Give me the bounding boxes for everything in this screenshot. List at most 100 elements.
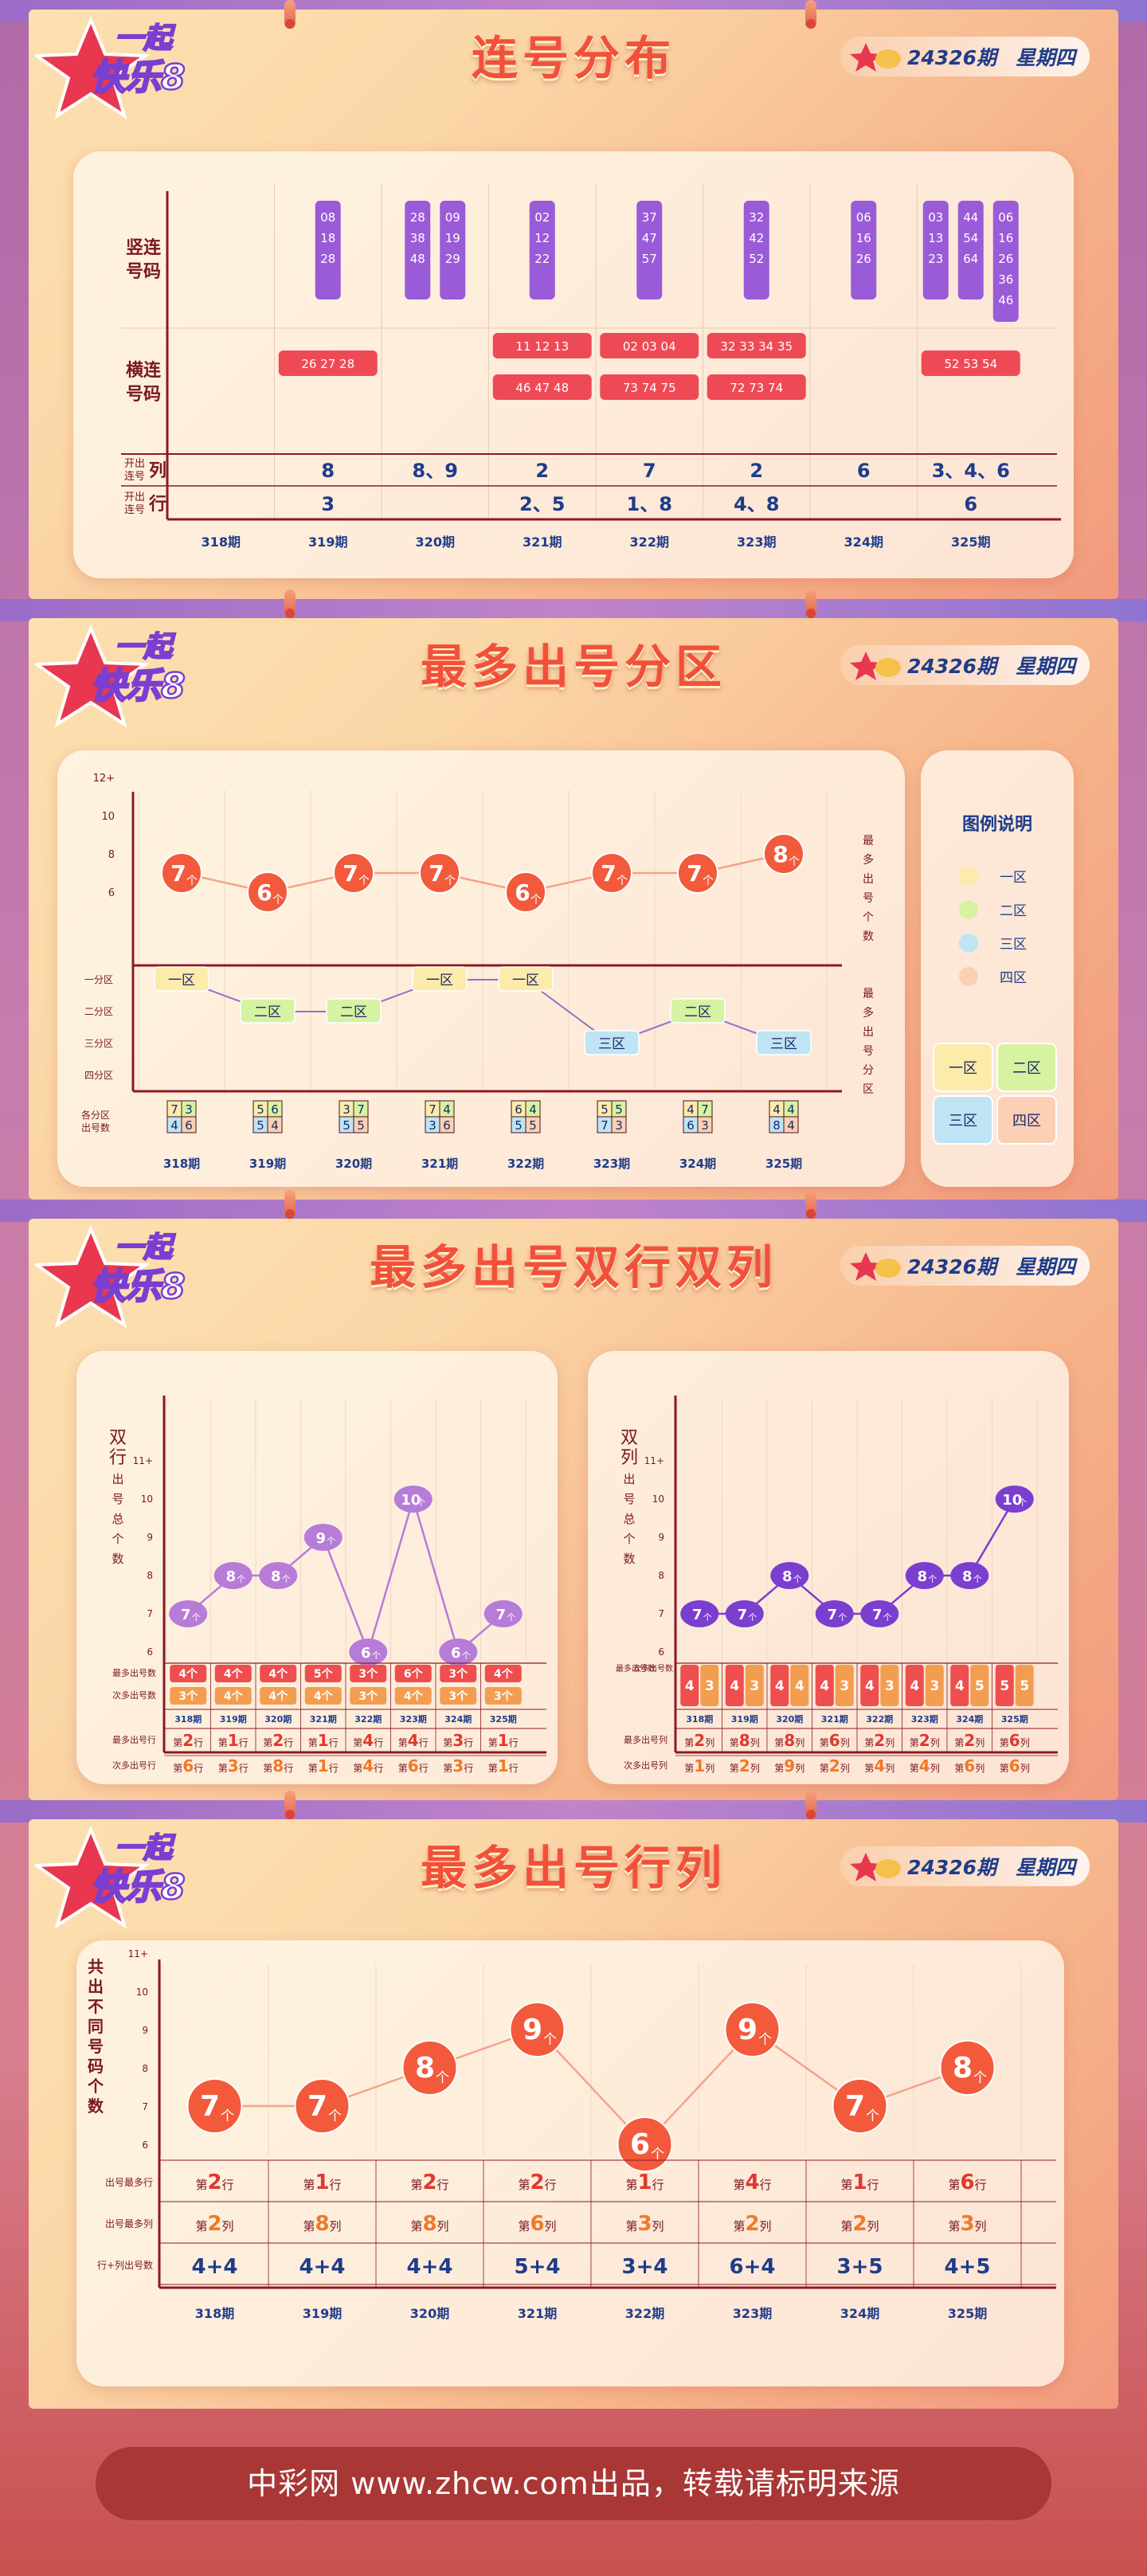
- issue-label: 318期: [202, 534, 241, 550]
- issue-label: 324期: [840, 2306, 879, 2321]
- legend-grid-label: 四区: [1012, 1113, 1041, 1129]
- sum-value: 3+4: [622, 2255, 668, 2279]
- vertical-number: 57: [642, 252, 657, 266]
- data-unit: 个: [358, 875, 370, 887]
- issue-badge: 24326期 星期四: [840, 1246, 1090, 1286]
- y-tick-label: 10: [101, 811, 115, 823]
- y-tick-label: 8: [142, 2063, 148, 2074]
- panel-clip: [805, 589, 816, 618]
- second-position: 第2列: [730, 1756, 760, 1775]
- second-position: 第3行: [218, 1756, 249, 1775]
- zone-count: 7: [601, 1118, 609, 1133]
- issue-label: 320期: [410, 2306, 449, 2321]
- pair-count-cell: [905, 1665, 924, 1706]
- zone-box: [154, 966, 209, 992]
- second-count-cell: [214, 1687, 252, 1705]
- zone-count: 5: [615, 1102, 623, 1117]
- issue-label: 318期: [163, 1157, 200, 1171]
- most-col-value: 第2列: [840, 2212, 879, 2236]
- vertical-number-bar: [315, 201, 341, 299]
- zone-box: [756, 1030, 812, 1055]
- zone-count: 6: [687, 1118, 695, 1133]
- second-position: 第8行: [263, 1756, 293, 1775]
- data-unit: 个: [530, 894, 542, 906]
- data-unit: 个: [436, 2070, 449, 2086]
- data-label: 7: [737, 1607, 747, 1623]
- data-label: 7: [307, 2090, 327, 2123]
- zone-box-label: 一区: [426, 973, 453, 989]
- consecutive-col-value: 7: [643, 460, 656, 482]
- horizontal-number: 11 12 13: [515, 339, 569, 354]
- data-point: [161, 852, 202, 894]
- data-point: [169, 1600, 208, 1627]
- vertical-number: 03: [928, 210, 943, 225]
- y-axis-label: 双: [620, 1428, 638, 1448]
- issue-label: 325期: [490, 1713, 517, 1725]
- data-unit: 个: [758, 2032, 772, 2048]
- zone-count-cell: [181, 1116, 197, 1133]
- data-label: 8: [225, 1568, 236, 1585]
- sum-value: 4+4: [299, 2255, 346, 2279]
- legend-grid-cell: [933, 1095, 993, 1145]
- weekday: 星期四: [1015, 1856, 1075, 1879]
- pair-count: 3: [885, 1678, 895, 1694]
- data-point: [950, 1562, 989, 1589]
- vertical-number-bar: [992, 201, 1019, 322]
- most-col-value: 第2列: [733, 2212, 771, 2236]
- consecutive-row-value: 4、8: [734, 493, 779, 515]
- pair-count-cell: [680, 1665, 699, 1706]
- zone-box-label: 二区: [340, 1004, 367, 1020]
- second-count-cell: [350, 1687, 387, 1705]
- table-row-label: 出号最多列: [105, 2218, 153, 2230]
- second-count-cell: [260, 1687, 297, 1705]
- second-count: 4个: [314, 1689, 334, 1703]
- pair-count-cell: [790, 1665, 809, 1706]
- data-point: [483, 1600, 523, 1627]
- zone-count: 4: [773, 1102, 781, 1117]
- vertical-number-bar: [743, 201, 769, 299]
- most-count: 4个: [224, 1667, 244, 1681]
- y-axis-label: 数: [88, 2096, 104, 2116]
- most-count-cell: [214, 1665, 252, 1682]
- side-label: 最: [863, 835, 874, 848]
- legend-label: 三区: [1000, 937, 1027, 953]
- data-label: 6: [451, 1645, 461, 1662]
- data-label: 7: [181, 1607, 191, 1623]
- vertical-number: 47: [642, 231, 657, 245]
- most-count: 6个: [404, 1667, 424, 1681]
- y-axis-label: 号: [88, 2037, 104, 2056]
- table-row-label: 最多出号数: [616, 1663, 656, 1674]
- zone-box-label: 三区: [598, 1036, 625, 1052]
- vertical-number: 12: [534, 231, 550, 245]
- vertical-number: 29: [445, 252, 460, 266]
- zone-count: 5: [357, 1118, 365, 1133]
- pair-count: 4: [685, 1678, 695, 1694]
- data-point: [393, 1486, 433, 1513]
- y-tick-label: 10: [652, 1494, 664, 1505]
- issue-label: 320期: [264, 1713, 292, 1725]
- vertical-number: 06: [856, 210, 871, 225]
- happy8-logo: 一起 快乐8: [35, 1826, 186, 1929]
- table-row-label: 出号最多行: [105, 2177, 153, 2188]
- legend-label: 二区: [1000, 903, 1027, 919]
- most-position: 第4行: [398, 1731, 429, 1750]
- data-label: 9: [523, 2014, 542, 2046]
- data-unit: 个: [328, 2108, 342, 2124]
- consecutive-col-value: 2: [535, 460, 549, 482]
- vertical-number: 26: [856, 252, 871, 266]
- zone-count-cell: [267, 1116, 283, 1133]
- pair-count-cell: [970, 1665, 989, 1706]
- legend-label: 四区: [1000, 970, 1027, 986]
- issue-label: 319期: [220, 1713, 247, 1725]
- zone-count-cell: [525, 1116, 541, 1133]
- vertical-number: 22: [534, 252, 550, 266]
- pair-count: 4: [820, 1678, 829, 1694]
- y-tick-label: 10: [136, 1987, 148, 1998]
- y-tick-label: 6: [658, 1646, 664, 1658]
- table-row-label: 次多出号数: [633, 1663, 673, 1674]
- pair-count: 5: [1020, 1678, 1029, 1694]
- zone-lane-label: 一分区: [84, 974, 113, 985]
- second-position: 第6行: [173, 1756, 203, 1775]
- sum-value: 3+5: [837, 2255, 883, 2279]
- legend-grid-label: 一区: [949, 1060, 977, 1077]
